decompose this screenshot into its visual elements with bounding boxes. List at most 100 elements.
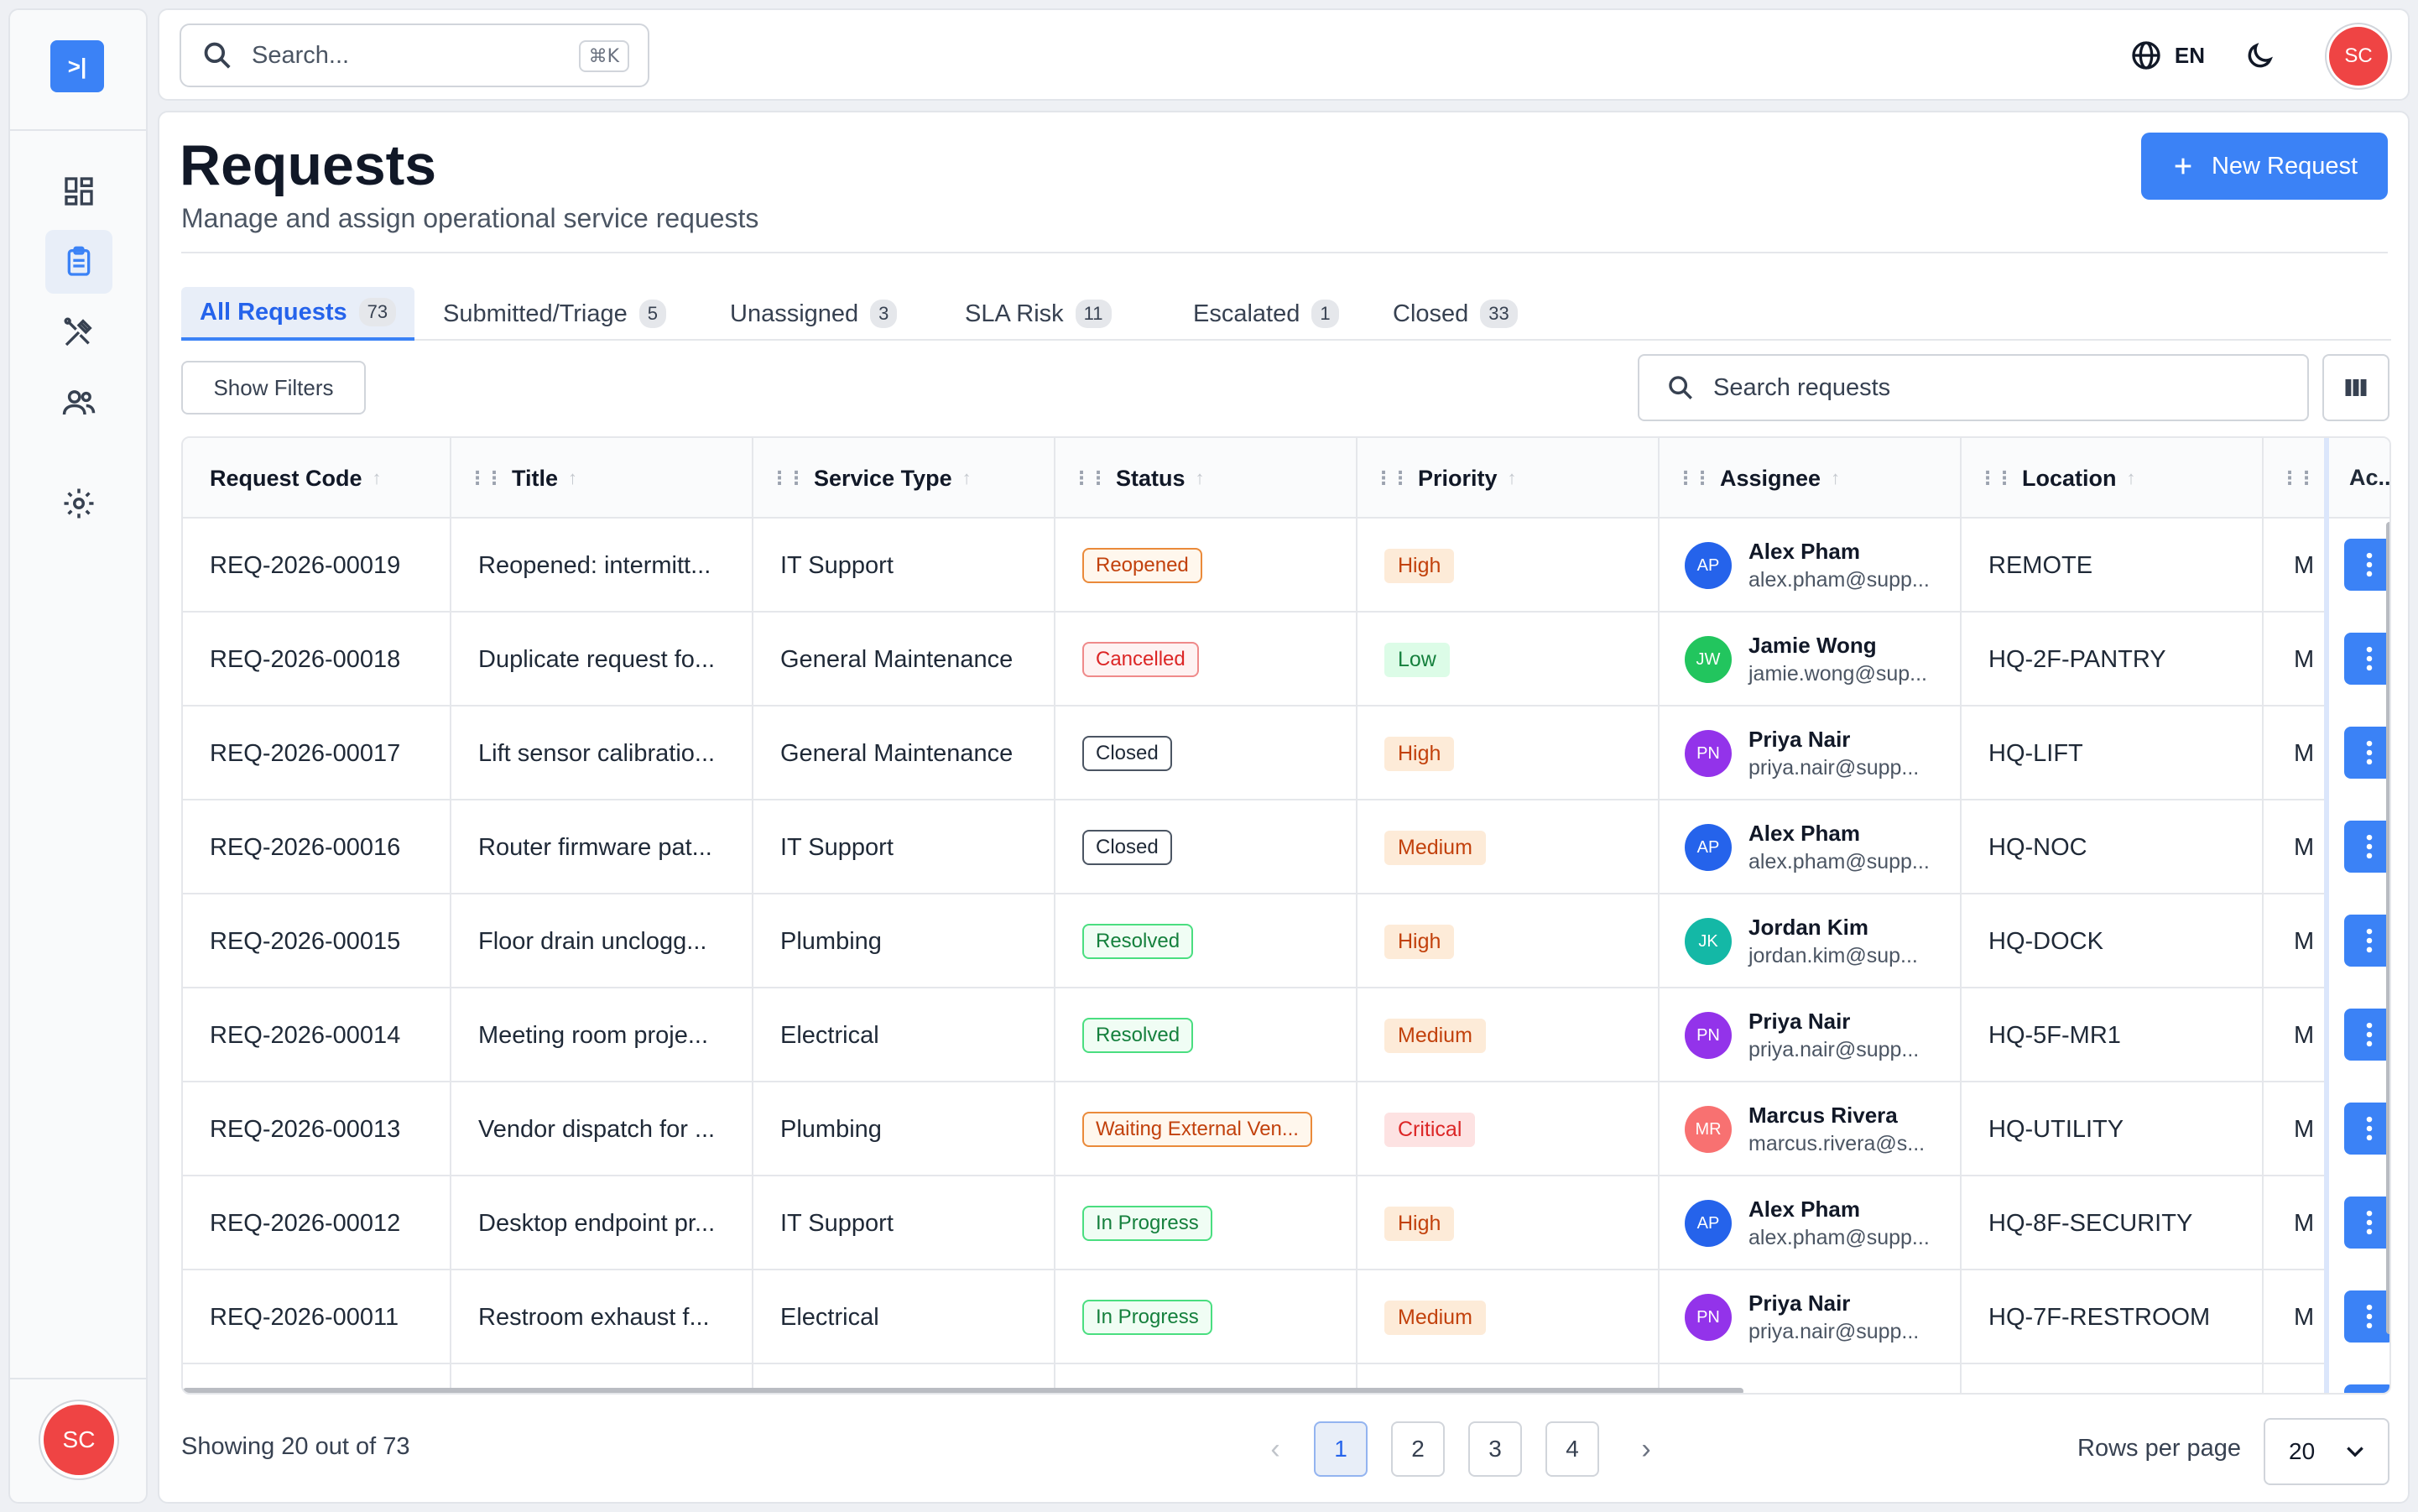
language-code: EN — [2174, 42, 2205, 68]
cell-service-type — [753, 1364, 1055, 1393]
prev-page-button[interactable]: ‹ — [1270, 1432, 1280, 1465]
page-title: Requests — [180, 133, 437, 197]
table-row[interactable]: REQ-2026-00018 Duplicate request fo... Gen… — [183, 613, 2389, 706]
sidebar-item-maintenance[interactable] — [45, 300, 112, 364]
column-header-label: Assignee — [1720, 465, 1821, 491]
assignee-name: Priya Nair — [1748, 727, 1851, 752]
tab-closed[interactable]: Closed 33 — [1374, 287, 1536, 341]
table-row[interactable]: REQ-2026-00017 Lift sensor calibratio... G… — [183, 706, 2389, 800]
request-search-input[interactable]: Search requests — [1638, 354, 2309, 421]
row-actions-button[interactable] — [2344, 727, 2389, 779]
table-row[interactable]: REQ-2026-00012 Desktop endpoint pr... IT S… — [183, 1176, 2389, 1270]
sort-arrow-icon[interactable]: ↑ — [961, 467, 972, 488]
user-avatar[interactable]: SC — [2329, 27, 2388, 86]
table-row[interactable]: REQ-2026-00014 Meeting room proje... Elect… — [183, 988, 2389, 1082]
sidebar-toggle-button[interactable]: >| — [50, 40, 104, 92]
drag-handle-icon[interactable]: ⋮⋮ — [770, 467, 805, 488]
assignee-initials: AP — [1696, 837, 1720, 857]
cell-clipped: M — [2264, 1270, 2389, 1364]
page-button-4[interactable]: 4 — [1545, 1421, 1599, 1477]
row-actions-button[interactable] — [2344, 1384, 2389, 1393]
sort-arrow-icon[interactable]: ↑ — [1195, 467, 1205, 488]
drag-handle-icon[interactable]: ⋮⋮ — [1072, 467, 1107, 488]
row-actions-button[interactable] — [2344, 539, 2389, 591]
page-button-3[interactable]: 3 — [1468, 1421, 1522, 1477]
column-toggle-button[interactable] — [2322, 354, 2389, 421]
language-switcher[interactable]: EN — [2129, 39, 2205, 72]
row-actions-button[interactable] — [2344, 1290, 2389, 1343]
column-header-label: Service Type — [814, 465, 952, 491]
page-button-1[interactable]: 1 — [1314, 1421, 1368, 1477]
tab-submitted-triage[interactable]: Submitted/Triage 5 — [425, 287, 685, 341]
users-icon — [62, 390, 96, 415]
vertical-scrollbar[interactable] — [2386, 522, 2389, 1334]
gear-icon — [64, 488, 94, 519]
tab-unassigned[interactable]: Unassigned 3 — [711, 287, 915, 341]
cell-location: HQ-NOC — [1962, 800, 2264, 894]
table-row[interactable]: REQ-2026-00015 Floor drain unclogg... Plum… — [183, 894, 2389, 988]
drag-handle-icon[interactable]: ⋮⋮ — [1676, 467, 1712, 488]
more-vertical-icon — [2366, 1304, 2373, 1329]
tab-all-requests[interactable]: All Requests 73 — [181, 287, 415, 341]
drag-handle-icon[interactable]: ⋮⋮ — [1978, 467, 2014, 488]
column-header-location[interactable]: ⋮⋮ Location ↑ — [1962, 438, 2264, 519]
cell-priority: High — [1358, 519, 1660, 613]
assignee-avatar: AP — [1685, 824, 1732, 871]
page-button-2[interactable]: 2 — [1391, 1421, 1445, 1477]
theme-toggle-button[interactable] — [2243, 40, 2275, 76]
request-title: Router firmware pat... — [478, 833, 712, 861]
sort-arrow-icon[interactable]: ↑ — [372, 467, 382, 488]
sidebar-avatar[interactable]: SC — [44, 1405, 114, 1475]
cell-request-code: REQ-2026-00019 — [183, 519, 451, 613]
service-type: General Maintenance — [780, 739, 1014, 767]
user-avatar-initials: SC — [2344, 44, 2373, 67]
column-header-status[interactable]: ⋮⋮ Status ↑ — [1055, 438, 1358, 519]
table-row[interactable]: REQ-2026-00011 Restroom exhaust f... Elect… — [183, 1270, 2389, 1364]
table-row[interactable]: REQ-2026-00013 Vendor dispatch for ... Plu… — [183, 1082, 2389, 1176]
new-request-label: New Request — [2211, 152, 2358, 180]
dashboard-icon — [65, 177, 93, 206]
row-actions-button[interactable] — [2344, 633, 2389, 685]
drag-handle-icon[interactable]: ⋮⋮ — [2280, 467, 2316, 488]
cell-clipped: M — [2264, 1176, 2389, 1270]
sort-arrow-icon[interactable]: ↑ — [568, 467, 578, 488]
horizontal-scrollbar[interactable] — [183, 1388, 1743, 1393]
sidebar-item-users[interactable] — [45, 371, 112, 435]
row-actions-button[interactable] — [2344, 821, 2389, 873]
show-filters-button[interactable]: Show Filters — [181, 361, 366, 414]
sidebar-item-dashboard[interactable] — [45, 159, 112, 223]
tab-sla-risk[interactable]: SLA Risk 11 — [946, 287, 1130, 341]
column-header-priority[interactable]: ⋮⋮ Priority ↑ — [1358, 438, 1660, 519]
results-count: Showing 20 out of 73 — [181, 1433, 410, 1460]
sort-arrow-icon[interactable]: ↑ — [2126, 467, 2136, 488]
next-page-button[interactable]: › — [1641, 1432, 1651, 1465]
clipboard-icon — [67, 246, 91, 276]
drag-handle-icon[interactable]: ⋮⋮ — [1374, 467, 1410, 488]
global-search-input[interactable]: Search... ⌘K — [180, 23, 649, 87]
sidebar-item-settings[interactable] — [45, 472, 112, 535]
tab-count: 11 — [1075, 300, 1112, 328]
column-header-clipped[interactable]: ⋮⋮ — [2264, 438, 2389, 519]
priority-badge: High — [1384, 548, 1455, 583]
sidebar-item-requests[interactable] — [45, 230, 112, 294]
rows-per-page-select[interactable]: 20 — [2264, 1418, 2389, 1485]
table-row[interactable]: REQ-2026-00016 Router firmware pat... IT S… — [183, 800, 2389, 894]
status-badge: In Progress — [1082, 1300, 1212, 1335]
row-actions-button[interactable] — [2344, 1103, 2389, 1155]
new-request-button[interactable]: New Request — [2141, 133, 2388, 200]
sort-arrow-icon[interactable]: ↑ — [1831, 467, 1841, 488]
drag-handle-icon[interactable]: ⋮⋮ — [468, 467, 503, 488]
tab-escalated[interactable]: Escalated 1 — [1175, 287, 1358, 341]
clipped-value: M — [2294, 645, 2315, 673]
table-row[interactable]: Jordan Kim — [183, 1364, 2389, 1393]
table-row[interactable]: REQ-2026-00019 Reopened: intermitt... IT S… — [183, 519, 2389, 613]
column-header-title[interactable]: ⋮⋮ Title ↑ — [451, 438, 753, 519]
column-header-assignee[interactable]: ⋮⋮ Assignee ↑ — [1660, 438, 1962, 519]
sort-arrow-icon[interactable]: ↑ — [1507, 467, 1517, 488]
column-header-request-code[interactable]: Request Code ↑ — [183, 438, 451, 519]
column-header-service-type[interactable]: ⋮⋮ Service Type ↑ — [753, 438, 1055, 519]
row-actions-button[interactable] — [2344, 915, 2389, 967]
cell-request-code: REQ-2026-00012 — [183, 1176, 451, 1270]
row-actions-button[interactable] — [2344, 1197, 2389, 1249]
row-actions-button[interactable] — [2344, 1009, 2389, 1061]
